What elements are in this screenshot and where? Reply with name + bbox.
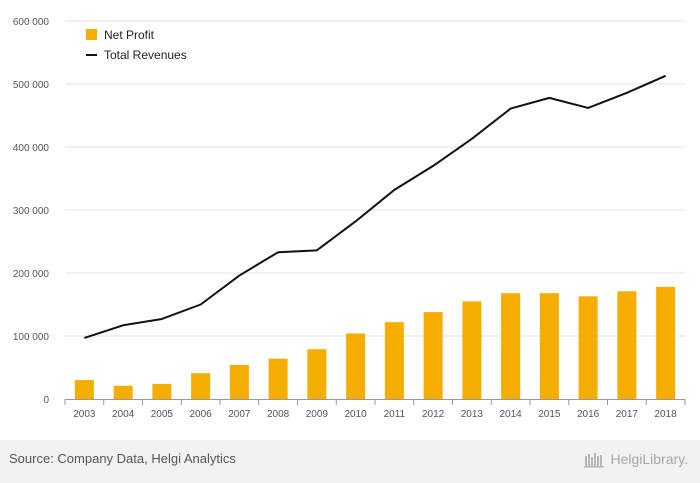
legend: Net Profit Total Revenues <box>86 28 187 62</box>
bar-net-profit <box>656 286 676 399</box>
x-tick-label: 2013 <box>461 409 484 420</box>
axes: 0 100 000 200 000 300 000 400 000 500 000 600 … <box>13 17 686 420</box>
x-tick-label: 2014 <box>500 409 523 420</box>
legend-swatch-net-profit <box>86 29 97 40</box>
x-tick-label: 2006 <box>190 409 213 420</box>
bar-net-profit <box>462 301 482 399</box>
line-total-revenues <box>84 74 667 339</box>
y-tick-label: 100 000 <box>13 332 50 343</box>
x-tick-label: 2008 <box>267 409 290 420</box>
gridlines <box>65 20 685 337</box>
bar-net-profit <box>617 291 637 399</box>
x-tick-label: 2009 <box>306 409 329 420</box>
bar-net-profit <box>346 333 366 399</box>
legend-label-total-revenues: Total Revenues <box>104 48 187 62</box>
x-tick-label: 2016 <box>577 409 600 420</box>
source-note: Source: Company Data, Helgi Analytics <box>9 451 236 466</box>
bar-net-profit <box>229 364 249 399</box>
y-tick-label: 200 000 <box>13 269 50 280</box>
x-tick-label: 2003 <box>73 409 96 420</box>
x-tick-label: 2011 <box>384 409 406 420</box>
bar-net-profit <box>501 293 521 399</box>
x-tick-label: 2015 <box>538 409 561 420</box>
brand-logo: HelgiLibrary. <box>584 450 688 468</box>
x-tick-label: 2010 <box>345 409 368 420</box>
x-tick-label: 2004 <box>112 409 135 420</box>
brand-name: HelgiLibrary. <box>610 451 688 467</box>
legend-label-net-profit: Net Profit <box>104 28 155 42</box>
bar-net-profit <box>191 373 211 399</box>
y-tick-label: 500 000 <box>13 80 50 91</box>
bar-net-profit <box>113 385 133 399</box>
bar-net-profit <box>74 380 94 399</box>
x-tick-label: 2017 <box>616 409 639 420</box>
net-profit-bars <box>74 286 676 399</box>
x-tick-label: 2005 <box>151 409 174 420</box>
y-tick-label: 600 000 <box>13 17 50 28</box>
x-tick-label: 2012 <box>422 409 445 420</box>
revenue-line-layer <box>84 74 667 339</box>
y-tick-label: 300 000 <box>13 206 50 217</box>
x-tick-label: 2018 <box>655 409 678 420</box>
x-tick-label: 2007 <box>228 409 251 420</box>
footer-bar <box>0 440 700 483</box>
bar-net-profit <box>539 293 559 399</box>
y-tick-label: 0 <box>43 395 49 406</box>
bar-net-profit <box>268 358 288 399</box>
bar-net-profit <box>423 312 443 399</box>
bar-net-profit <box>152 383 172 399</box>
y-tick-label: 400 000 <box>13 143 50 154</box>
library-icon <box>584 453 605 468</box>
chart-svg: 0 100 000 200 000 300 000 400 000 500 000 600 … <box>13 17 686 420</box>
bar-net-profit <box>384 322 404 399</box>
bar-net-profit <box>307 349 327 399</box>
bar-net-profit <box>578 296 598 399</box>
